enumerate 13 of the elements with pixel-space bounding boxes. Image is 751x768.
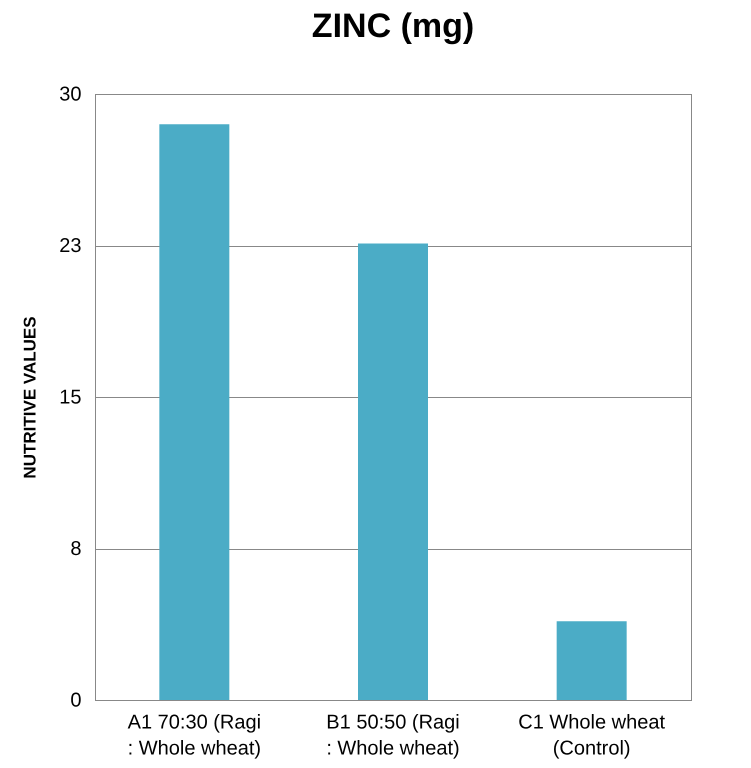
bar xyxy=(159,124,230,700)
bar xyxy=(358,243,428,700)
y-tick-label: 23 xyxy=(59,235,82,257)
x-tick-label: A1 70:30 (Ragi : Whole wheat) xyxy=(128,712,262,760)
y-tick-label: 30 xyxy=(59,84,82,106)
y-tick-label: 0 xyxy=(70,690,82,712)
y-tick-label: 15 xyxy=(59,386,82,408)
chart-title: ZINC (mg) xyxy=(312,7,474,45)
x-tick-label: C1 Whole wheat (Control) xyxy=(518,712,666,760)
y-axis-title: NUTRITIVE VALUES xyxy=(20,316,40,479)
bar xyxy=(556,621,627,700)
y-tick-label: 8 xyxy=(70,538,82,560)
x-tick-label: B1 50:50 (Ragi : Whole wheat) xyxy=(326,712,460,760)
